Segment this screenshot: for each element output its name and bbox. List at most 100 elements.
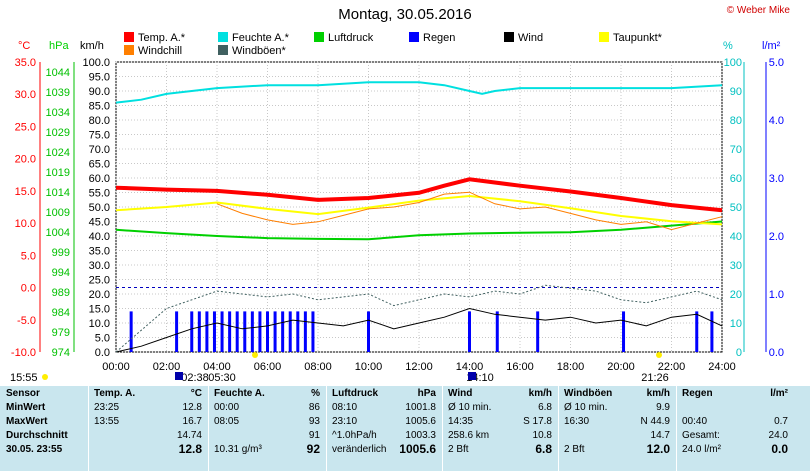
moon-icon — [468, 372, 476, 380]
pressure-tick-label: 1039 — [46, 87, 70, 99]
weather-chart: 00:00 02:00 04:00 06:00 08:00 10:00 12:00 14:00… — [10, 57, 784, 384]
stats-humidity-unit: % — [311, 387, 320, 399]
stats-temp-unit: °C — [190, 387, 202, 399]
stats-humidity-header: Feuchte A. — [214, 387, 265, 399]
stats-label-min: MinWert — [6, 401, 46, 413]
rain-bar — [495, 311, 499, 352]
stats-label-max: MaxWert — [6, 415, 48, 427]
legend-label: Windchill — [138, 45, 183, 57]
x-tick-label: 16:00 — [506, 361, 534, 373]
stats-rain-total: 24.0 — [768, 429, 788, 441]
copyright-label: © Weber Mike — [726, 5, 790, 16]
rain-bar — [710, 311, 714, 352]
temp-unit: °C — [18, 40, 31, 52]
stats-pressure-avg: 1003.3 — [405, 429, 436, 441]
legend-item-pressure: Luftdruck — [314, 32, 373, 44]
wind-tick-label: 55.0 — [89, 188, 110, 200]
pressure-tick-label: 1024 — [46, 147, 70, 159]
x-tick-label: 24:00 — [708, 361, 736, 373]
stats-separator — [326, 386, 327, 471]
stats-pressure-min-time: 08:10 — [332, 401, 358, 413]
pressure-tick-label: 1014 — [46, 187, 70, 199]
stats-rain-row1-label — [680, 400, 751, 414]
wind-tick-label: 10.0 — [89, 318, 110, 330]
legend-item-gusts: Windböen* — [218, 45, 286, 57]
legend-label: Wind — [518, 32, 544, 44]
x-tick-label: 18:00 — [557, 361, 585, 373]
legend-swatch-pressure — [314, 32, 324, 42]
rain-tick-label: 3.0 — [769, 173, 784, 185]
stats-separator — [442, 386, 443, 471]
humidity-tick-label: 50 — [730, 202, 742, 214]
rain-bar — [197, 311, 201, 352]
rain-bar — [228, 311, 232, 352]
pressure-tick-label: 1029 — [46, 127, 70, 139]
temp-tick-label: 15.0 — [15, 186, 36, 198]
temp-tick-label: 30.0 — [15, 89, 36, 101]
temp-tick-label: -5.0 — [17, 315, 36, 327]
series-line — [216, 191, 723, 231]
stats-gusts-avg-label: Ø 10 min. — [564, 401, 608, 413]
rain-tick-label: 5.0 — [769, 57, 784, 69]
x-tick-label: 06:00 — [254, 361, 282, 373]
stats-temp-max: 16.7 — [182, 415, 202, 427]
temp-tick-label: 0.0 — [21, 283, 36, 295]
wind-tick-label: 40.0 — [89, 231, 110, 243]
wind-tick-label: 85.0 — [89, 101, 110, 113]
stats-gusts-unit: km/h — [646, 387, 670, 399]
legend-label: Feuchte A.* — [232, 32, 289, 44]
stats-pressure-max: 1005.6 — [405, 415, 436, 427]
series-line — [115, 307, 723, 353]
rain-bar — [296, 311, 300, 352]
stats-gusts-max-time: 16:30 — [564, 415, 590, 427]
sunrise-icon — [252, 352, 258, 358]
wind-tick-label: 80.0 — [89, 115, 110, 127]
wind-tick-label: 70.0 — [89, 144, 110, 156]
stats-temp-current-note — [92, 442, 160, 456]
rain-bar — [281, 311, 285, 352]
rain-bar — [468, 311, 471, 352]
humidity-tick-label: 80 — [730, 115, 742, 127]
pressure-unit: hPa — [49, 40, 69, 52]
stats-humidity-min: 86 — [308, 401, 320, 413]
legend-item-temp: Temp. A.* — [124, 32, 185, 44]
temp-tick-label: 5.0 — [21, 250, 36, 262]
temp-tick-label: -10.0 — [11, 347, 36, 359]
stats-label-sensor: Sensor — [6, 387, 40, 399]
rain-bar — [175, 311, 179, 352]
legend-swatch-windchill — [124, 45, 134, 55]
legend-swatch-temp — [124, 32, 134, 42]
wind-tick-label: 0.0 — [95, 347, 110, 359]
stats-wind-max-time: 14:35 — [448, 415, 474, 427]
pressure-tick-label: 979 — [52, 327, 70, 339]
sunset-icon — [656, 352, 662, 358]
x-tick-label: 20:00 — [607, 361, 635, 373]
sun-event-label: 05:30 — [208, 372, 236, 384]
stats-gusts-avg: 14.7 — [650, 429, 670, 441]
rain-tick-label: 0.0 — [769, 347, 784, 359]
wind-tick-label: 60.0 — [89, 173, 110, 185]
rain-bar — [129, 311, 133, 352]
legend-label: Luftdruck — [328, 32, 374, 44]
temp-tick-label: 35.0 — [15, 57, 36, 69]
legend-item-dewpoint: Taupunkt* — [599, 32, 662, 44]
rain-bar — [695, 311, 699, 352]
stats-separator — [558, 386, 559, 471]
stats-wind: Wind km/h Ø 10 min. 6.8 14:35 S 17.8 258.6 … — [446, 386, 554, 457]
rain-bar — [235, 311, 239, 352]
pressure-tick-label: 999 — [52, 247, 70, 259]
stats-panel: Sensor MinWert MaxWert Durchschnitt 30.0… — [0, 386, 810, 471]
series-line — [115, 81, 723, 104]
stats-temp-min: 12.8 — [182, 401, 202, 413]
series-line — [115, 284, 723, 353]
rain-bar — [258, 311, 262, 352]
legend-label: Regen — [423, 32, 456, 44]
stats-rain-total-note: 24.0 l/m² — [682, 443, 721, 455]
stats-rain: Regen l/m² 00:40 0.7 Gesamt: 24.0 24.0 l/m²… — [680, 386, 790, 457]
stats-rain-max: 0.7 — [774, 415, 788, 427]
stats-rain-max-time: 00:40 — [682, 415, 708, 427]
humidity-tick-label: 10 — [730, 318, 742, 330]
wind-tick-label: 100.0 — [82, 57, 110, 69]
x-tick-label: 08:00 — [304, 361, 332, 373]
stats-separator — [676, 386, 677, 471]
